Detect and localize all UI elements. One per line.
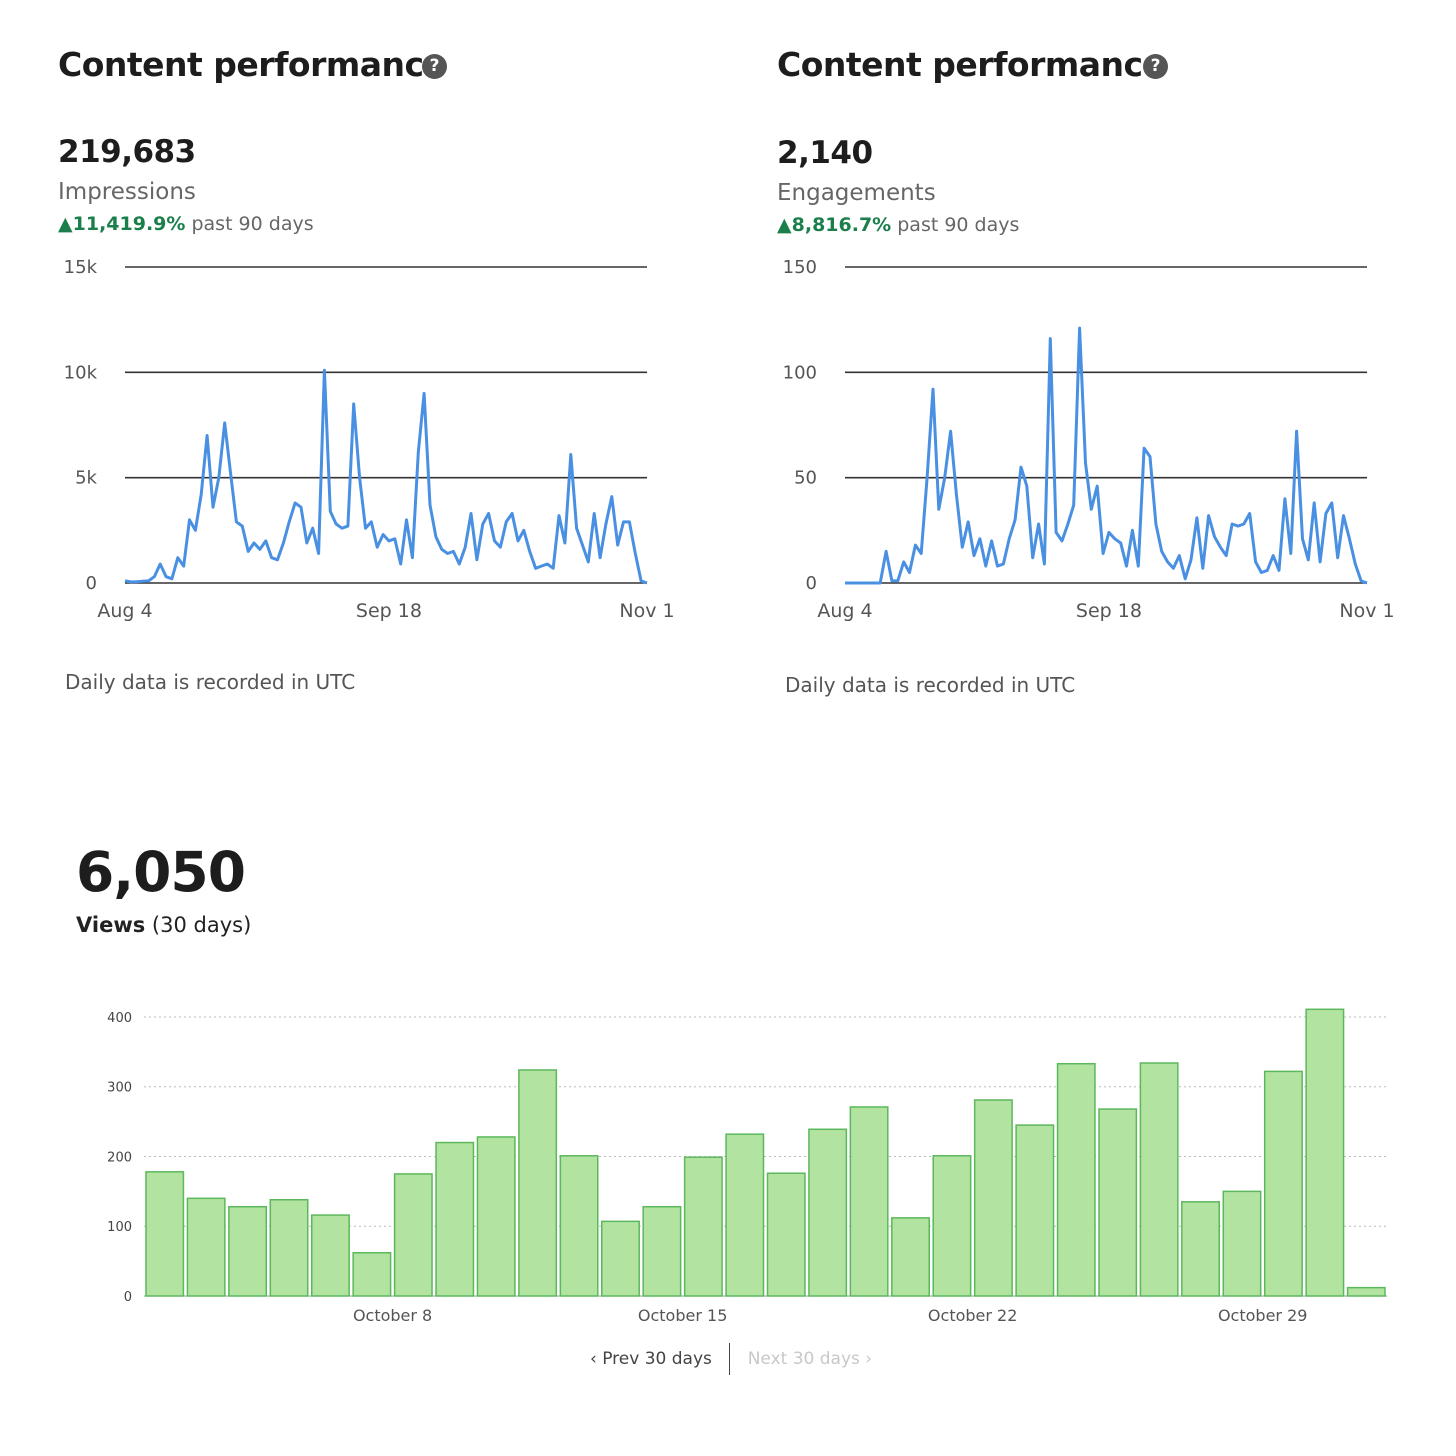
views-label-bold: Views bbox=[76, 913, 146, 937]
y-tick-label: 300 bbox=[107, 1081, 132, 1096]
y-tick-label: 200 bbox=[107, 1150, 132, 1165]
question-circle-icon[interactable]: ? bbox=[1143, 54, 1168, 79]
bar[interactable] bbox=[891, 1217, 930, 1297]
y-tick-label: 150 bbox=[783, 257, 817, 278]
delta-row: ▲11,419.9% past 90 days bbox=[58, 213, 314, 235]
bar[interactable] bbox=[808, 1128, 848, 1297]
series-line bbox=[124, 368, 648, 585]
bar[interactable] bbox=[1056, 1062, 1096, 1297]
bar[interactable] bbox=[1305, 1008, 1345, 1297]
x-tick-label: Sep 18 bbox=[1076, 600, 1142, 622]
bar[interactable] bbox=[1139, 1062, 1179, 1297]
panel-title: Content performance bbox=[58, 45, 446, 84]
utc-note: Daily data is recorded in UTC bbox=[65, 670, 356, 694]
up-arrow-icon: ▲ bbox=[58, 213, 73, 235]
bar[interactable] bbox=[725, 1133, 765, 1297]
question-circle-icon[interactable]: ? bbox=[422, 54, 447, 79]
delta-period: past 90 days bbox=[191, 213, 314, 235]
bar[interactable] bbox=[310, 1214, 350, 1297]
views-bar-chart: 0 100 200 300 400 October 8 October 15 October … bbox=[107, 1008, 1387, 1325]
delta-row: ▲8,816.7% past 90 days bbox=[777, 214, 1019, 236]
bar[interactable] bbox=[186, 1197, 226, 1297]
pager-divider bbox=[729, 1343, 731, 1375]
views-label-period: (30 days) bbox=[151, 913, 252, 937]
utc-note: Daily data is recorded in UTC bbox=[785, 673, 1076, 697]
bar[interactable] bbox=[601, 1220, 640, 1297]
x-tick-label: October 29 bbox=[1218, 1306, 1307, 1325]
x-tick-label: October 8 bbox=[353, 1306, 432, 1325]
bar[interactable] bbox=[1098, 1108, 1138, 1297]
bar[interactable] bbox=[1263, 1070, 1303, 1297]
bar[interactable] bbox=[518, 1069, 558, 1297]
bar[interactable] bbox=[1181, 1201, 1221, 1297]
y-tick-label: 100 bbox=[107, 1220, 132, 1235]
panel-title: Content performance bbox=[777, 45, 1165, 84]
x-tick-label: October 15 bbox=[638, 1306, 727, 1325]
bar[interactable] bbox=[642, 1205, 682, 1297]
bar[interactable] bbox=[559, 1155, 599, 1297]
views-total: 6,050 bbox=[76, 840, 246, 904]
bar[interactable] bbox=[973, 1099, 1013, 1297]
views-label: Views (30 days) bbox=[76, 913, 251, 937]
bar[interactable] bbox=[228, 1205, 268, 1297]
x-tick-label: Aug 4 bbox=[97, 600, 152, 622]
engagements-line-chart: 0 50 100 150 Aug 4 Sep 18 Nov 1 bbox=[783, 257, 1395, 622]
up-arrow-icon: ▲ bbox=[777, 214, 792, 236]
engagements-total: 2,140 bbox=[777, 135, 873, 171]
metric-label: Impressions bbox=[58, 179, 196, 205]
x-tick-label: October 22 bbox=[928, 1306, 1017, 1325]
bar[interactable] bbox=[932, 1155, 972, 1297]
bar[interactable] bbox=[269, 1198, 309, 1297]
y-tick-label: 400 bbox=[107, 1011, 132, 1026]
next-label: Next 30 days bbox=[747, 1349, 860, 1369]
bar[interactable] bbox=[683, 1156, 723, 1297]
x-tick-label: Nov 1 bbox=[1339, 600, 1394, 622]
bar[interactable] bbox=[1346, 1286, 1386, 1297]
x-tick-label: Nov 1 bbox=[619, 600, 674, 622]
chevron-right-icon: › bbox=[865, 1349, 873, 1369]
y-tick-label: 5k bbox=[75, 468, 97, 489]
pagination: ‹ Prev 30 days Next 30 days › bbox=[590, 1343, 872, 1375]
bar[interactable] bbox=[476, 1136, 516, 1297]
bar[interactable] bbox=[1015, 1124, 1055, 1297]
y-tick-label: 50 bbox=[794, 468, 817, 489]
y-tick-label: 10k bbox=[64, 362, 98, 383]
metric-label: Engagements bbox=[777, 180, 936, 206]
impressions-total: 219,683 bbox=[58, 134, 196, 170]
x-tick-label: Sep 18 bbox=[356, 600, 422, 622]
y-tick-label: 15k bbox=[64, 257, 98, 278]
y-tick-label: 100 bbox=[783, 362, 817, 383]
x-tick-label: Aug 4 bbox=[817, 600, 872, 622]
bar[interactable] bbox=[1222, 1190, 1262, 1297]
bar[interactable] bbox=[393, 1173, 433, 1297]
bar[interactable] bbox=[352, 1252, 392, 1297]
impressions-line-chart: 0 5k 10k 15k Aug 4 Sep 18 Nov 1 bbox=[64, 257, 675, 622]
bar[interactable] bbox=[849, 1106, 889, 1297]
bar[interactable] bbox=[766, 1172, 806, 1297]
prev-30-days-button[interactable]: ‹ Prev 30 days bbox=[590, 1349, 717, 1369]
chevron-left-icon: ‹ bbox=[590, 1349, 597, 1369]
next-30-days-button[interactable]: Next 30 days › bbox=[742, 1349, 872, 1369]
prev-label: Prev 30 days bbox=[602, 1349, 712, 1369]
delta-percent: 8,816.7% bbox=[791, 214, 892, 236]
delta-percent: 11,419.9% bbox=[72, 213, 186, 235]
series-line bbox=[845, 326, 1368, 585]
bar[interactable] bbox=[435, 1141, 475, 1297]
delta-period: past 90 days bbox=[897, 214, 1020, 236]
y-tick-label: 0 bbox=[124, 1290, 132, 1305]
y-tick-label: 0 bbox=[86, 573, 97, 594]
bar[interactable] bbox=[145, 1171, 185, 1297]
y-tick-label: 0 bbox=[806, 573, 817, 594]
